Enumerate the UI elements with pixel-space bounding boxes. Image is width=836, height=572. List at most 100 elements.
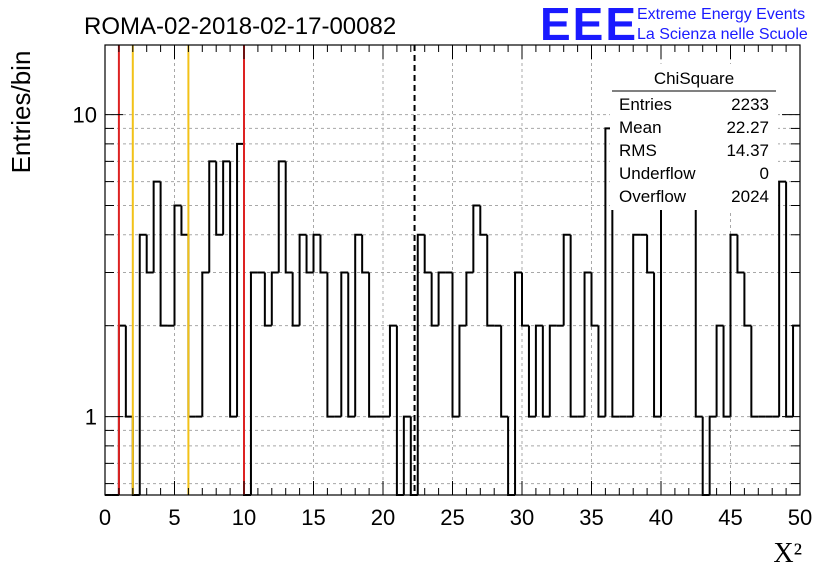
histogram-bin: [340, 271, 349, 417]
eee-logo: EEE Extreme Energy Events La Scienza nel…: [540, 0, 808, 50]
histogram-bin: [354, 233, 363, 417]
histogram-bin: [646, 234, 655, 274]
histogram-bin: [583, 271, 592, 417]
histogram-bin: [326, 272, 335, 418]
histogram-bin: [124, 325, 133, 418]
histogram-bin: [305, 234, 314, 274]
stats-label: Entries: [619, 95, 672, 114]
x-tick-label: 10: [232, 505, 256, 530]
eee-logo-mark: EEE: [540, 0, 638, 50]
stats-box-title: ChiSquare: [654, 69, 734, 88]
x-tick-label: 45: [718, 505, 742, 530]
histogram-bin: [736, 234, 745, 274]
stats-label: Underflow: [619, 164, 696, 183]
histogram-bin: [562, 233, 571, 326]
histogram-bin: [173, 204, 182, 326]
histogram-bin: [277, 160, 286, 273]
y-axis-label: Entries/bin: [6, 51, 36, 174]
histogram-bin: [270, 271, 279, 326]
histogram-bin: [750, 325, 759, 418]
x-tick-label: 50: [788, 505, 812, 530]
histogram-bin: [312, 233, 321, 273]
x-tick-label: 30: [510, 505, 534, 530]
histogram-bin: [180, 205, 189, 236]
x-tick-label: 20: [371, 505, 395, 530]
tick-labels: 0 5 10 15 20 25 30 35 40 45 50 1 10: [73, 103, 813, 530]
histogram-bin: [548, 324, 557, 417]
histogram-bin: [479, 205, 488, 236]
stats-value: 2024: [731, 187, 769, 206]
histogram-bin: [201, 271, 210, 417]
stats-label: Overflow: [619, 187, 687, 206]
histogram-bin: [159, 181, 168, 327]
stats-label: RMS: [619, 141, 657, 160]
histogram-bin: [368, 272, 377, 418]
histogram-bin: [249, 271, 258, 495]
histogram-bin: [527, 325, 536, 418]
reference-lines: [117, 45, 416, 495]
stats-value: 0: [760, 164, 769, 183]
histogram-bin: [284, 161, 293, 274]
histogram-bin: [597, 325, 606, 418]
x-tick-label: 0: [99, 505, 111, 530]
x-tick-label: 15: [301, 505, 325, 530]
stats-box: ChiSquare Entries 2233 Mean 22.27 RMS 14…: [610, 64, 778, 210]
histogram-bin: [347, 272, 356, 418]
histogram-bin: [263, 272, 272, 327]
histogram-bin: [423, 234, 432, 274]
stats-value: 14.37: [726, 141, 769, 160]
histogram-bin: [722, 325, 731, 418]
histogram-bin: [521, 272, 529, 327]
stats-box-background: [610, 64, 778, 210]
x-tick-label: 5: [168, 505, 180, 530]
histogram-bin: [222, 160, 231, 235]
histogram-bin: [778, 180, 787, 417]
histogram-bin: [145, 234, 154, 274]
histogram-bin: [416, 233, 425, 495]
stats-label: Mean: [619, 118, 662, 137]
histogram-bin: [291, 272, 300, 327]
histogram-bin: [402, 415, 411, 495]
histogram-bin: [486, 234, 495, 327]
y-tick-label: 10: [73, 103, 97, 128]
histogram-bin: [437, 271, 446, 326]
histogram-bin: [590, 272, 599, 327]
histogram-bin: [208, 160, 217, 273]
histogram-bin: [653, 272, 661, 418]
histogram-bin: [715, 324, 724, 417]
histogram-bin: [541, 325, 550, 418]
histogram-bin: [729, 233, 738, 417]
histogram-bin: [743, 272, 752, 327]
histogram-bin: [138, 233, 147, 495]
histogram-bin: [534, 324, 543, 417]
eee-logo-line2: La Scienza nelle Scuole: [637, 26, 808, 43]
histogram-bin: [451, 272, 460, 418]
histogram-bin: [388, 324, 397, 417]
histogram-bin: [500, 325, 509, 418]
histogram-bin: [298, 233, 307, 326]
histogram-bin: [430, 272, 439, 327]
x-tick-label: 40: [649, 505, 673, 530]
stats-value: 22.27: [726, 118, 769, 137]
histogram-bin: [514, 271, 522, 495]
x-tick-label: 25: [440, 505, 464, 530]
histogram-bin: [319, 234, 328, 274]
eee-logo-line1: Extreme Energy Events: [637, 6, 805, 23]
histogram-bin: [215, 161, 224, 236]
x-axis-label: X²: [773, 538, 802, 569]
histogram-bin: [361, 234, 370, 274]
histogram-bin: [611, 128, 620, 418]
histogram-bin: [229, 161, 238, 418]
histogram-bin: [694, 143, 703, 418]
y-tick-label: 1: [85, 405, 97, 430]
histogram-bin: [569, 234, 578, 418]
histogram-bin: [465, 271, 474, 326]
chart-title: ROMA-02-2018-02-17-00082: [84, 13, 396, 40]
histogram-bin: [152, 180, 161, 273]
axis-ticks: [104, 45, 801, 495]
histogram-bin: [632, 233, 641, 417]
histogram-bin: [472, 204, 481, 273]
histogram-bin: [236, 142, 244, 417]
histogram-bin: [458, 324, 467, 417]
